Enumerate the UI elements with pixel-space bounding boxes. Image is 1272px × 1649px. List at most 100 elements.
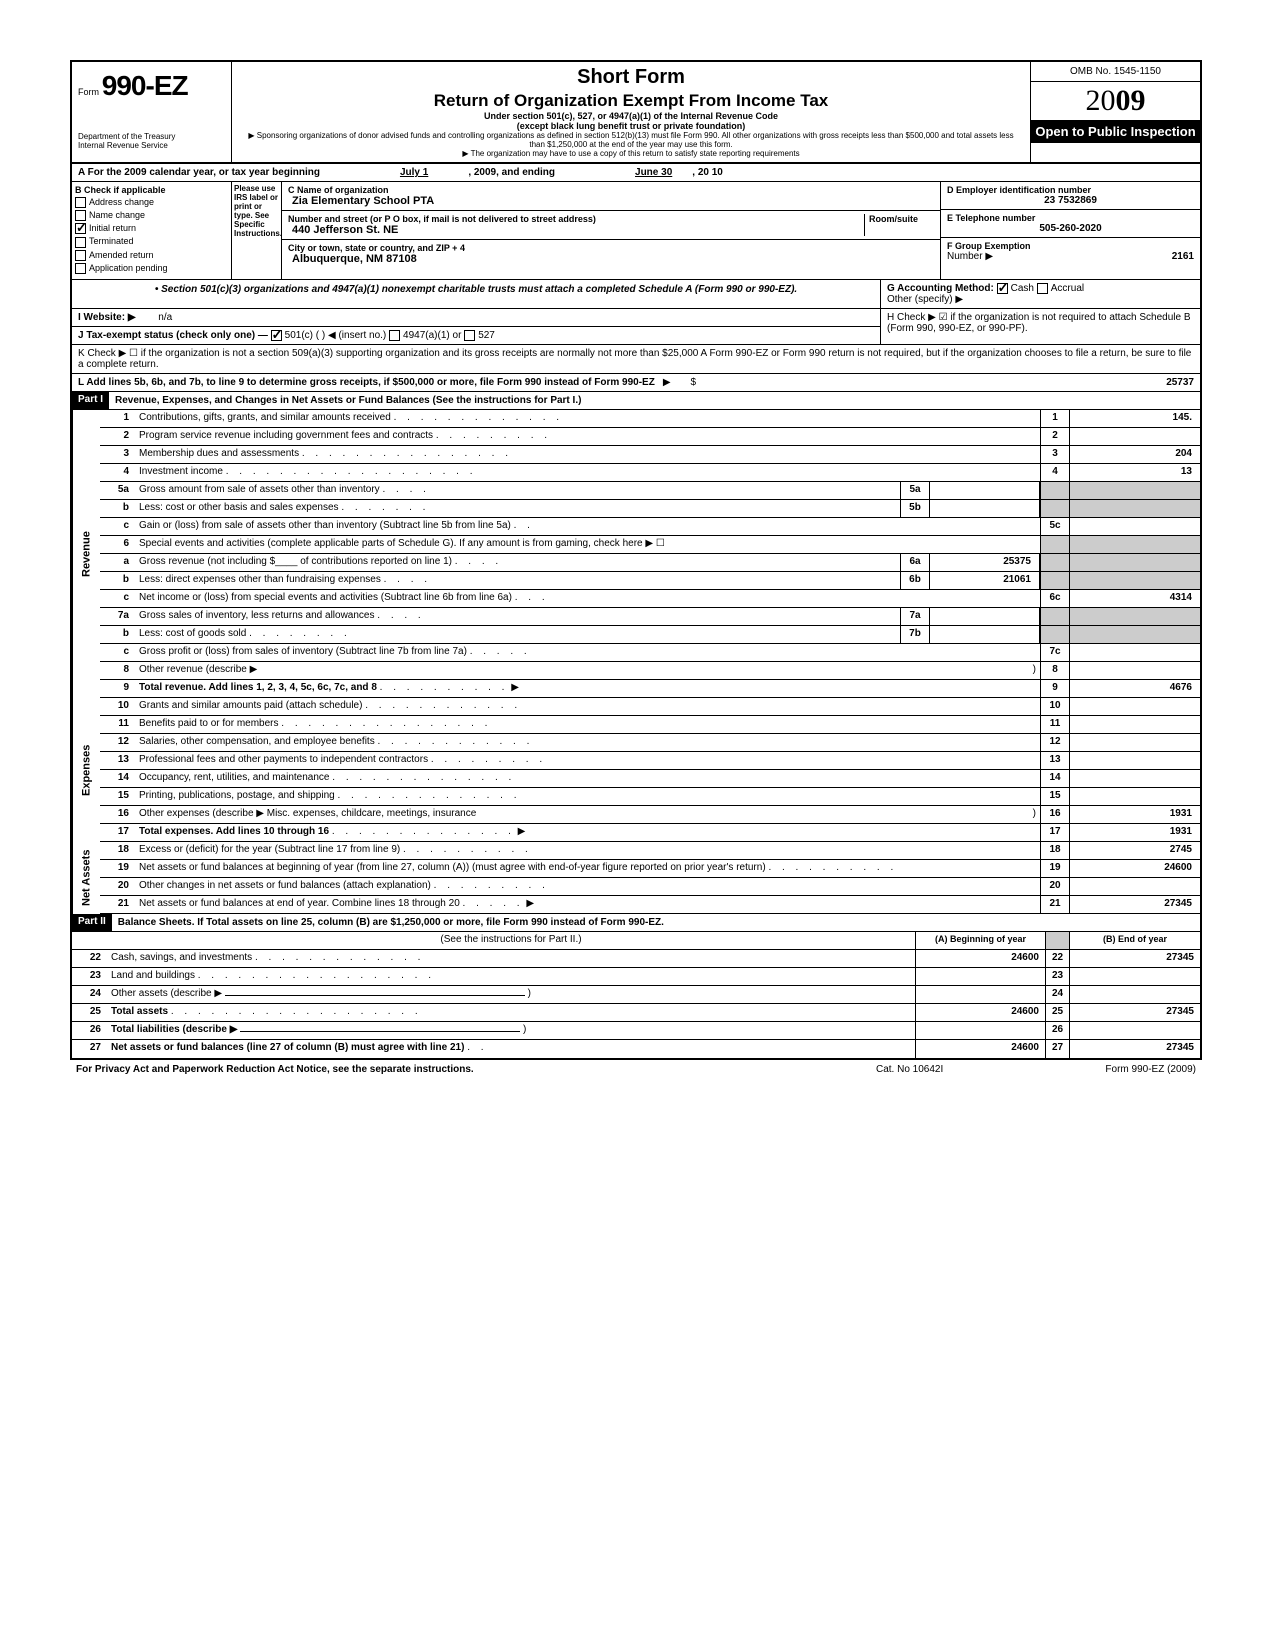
- footer: For Privacy Act and Paperwork Reduction …: [70, 1060, 1202, 1079]
- irs-box: Please use IRS label or print or type. S…: [232, 182, 282, 279]
- line-11: 11Benefits paid to or for members . . . …: [100, 716, 1200, 734]
- line-6c: cNet income or (loss) from special event…: [100, 590, 1200, 608]
- line-4: 4Investment income . . . . . . . . . . .…: [100, 464, 1200, 482]
- j-row: J Tax-exempt status (check only one) — 5…: [72, 326, 880, 344]
- year: 2009: [1031, 82, 1200, 120]
- line-21: 21Net assets or fund balances at end of …: [100, 896, 1200, 914]
- netassets-block: Net Assets 18Excess or (deficit) for the…: [72, 842, 1200, 914]
- l-value: 25737: [1166, 377, 1194, 388]
- line-16: 16Other expenses (describe ▶ Misc. expen…: [100, 806, 1200, 824]
- b-initial: Initial return: [75, 223, 228, 234]
- b-name: Name change: [75, 210, 228, 221]
- dept-text: Department of the Treasury Internal Reve…: [78, 132, 225, 150]
- checkbox-icon[interactable]: [464, 330, 475, 341]
- line-7b: bLess: cost of goods sold . . . . . . . …: [100, 626, 1200, 644]
- line-9: 9Total revenue. Add lines 1, 2, 3, 4, 5c…: [100, 680, 1200, 698]
- footer-mid: Cat. No 10642I: [876, 1064, 1026, 1075]
- checkbox-icon[interactable]: [75, 263, 86, 274]
- l-label: L Add lines 5b, 6b, and 7b, to line 9 to…: [78, 377, 655, 388]
- part1-title: Revenue, Expenses, and Changes in Net As…: [109, 392, 1200, 409]
- checkbox-icon[interactable]: [75, 237, 86, 248]
- k-row: K Check ▶ ☐ if the organization is not a…: [72, 345, 1200, 374]
- open-public: Open to Public Inspection: [1031, 120, 1200, 143]
- org-name: Zia Elementary School PTA: [292, 195, 934, 207]
- line-13: 13Professional fees and other payments t…: [100, 752, 1200, 770]
- part2-label: Part II: [72, 914, 112, 931]
- c-addr-row: Number and street (or P O box, if mail i…: [282, 211, 940, 240]
- line-6a: aGross revenue (not including $____ of c…: [100, 554, 1200, 572]
- l-row: L Add lines 5b, 6b, and 7b, to line 9 to…: [72, 374, 1200, 392]
- line-24: 24Other assets (describe ▶ )24: [72, 986, 1200, 1004]
- line-25: 25Total assets . . . . . . . . . . . . .…: [72, 1004, 1200, 1022]
- form-number: 990-EZ: [102, 70, 188, 101]
- line-15: 15Printing, publications, postage, and s…: [100, 788, 1200, 806]
- balance-header: (See the instructions for Part II.) (A) …: [72, 932, 1200, 950]
- line-5c: cGain or (loss) from sale of assets othe…: [100, 518, 1200, 536]
- netassets-lines: 18Excess or (deficit) for the year (Subt…: [100, 842, 1200, 914]
- line-23: 23Land and buildings . . . . . . . . . .…: [72, 968, 1200, 986]
- see-instructions: (See the instructions for Part II.): [107, 932, 915, 949]
- checkbox-icon[interactable]: [997, 283, 1008, 294]
- footer-left: For Privacy Act and Paperwork Reduction …: [76, 1064, 876, 1075]
- g-accrual: Accrual: [1051, 283, 1084, 294]
- line-22: 22Cash, savings, and investments . . . .…: [72, 950, 1200, 968]
- j-4947: 4947(a)(1) or: [403, 330, 461, 341]
- c-name-row: C Name of organization Zia Elementary Sc…: [282, 182, 940, 211]
- main-title: Return of Organization Exempt From Incom…: [240, 91, 1022, 111]
- l-dollar: $: [691, 377, 697, 388]
- header: Form 990-EZ Department of the Treasury I…: [72, 62, 1200, 164]
- ein: 23 7532869: [947, 195, 1194, 206]
- line-6b: bLess: direct expenses other than fundra…: [100, 572, 1200, 590]
- ijh-row: I Website: ▶ n/a J Tax-exempt status (ch…: [72, 309, 1200, 345]
- j-501: 501(c) (: [285, 330, 319, 341]
- sub4: ▶ The organization may have to use a cop…: [240, 149, 1022, 158]
- b-addr: Address change: [75, 197, 228, 208]
- e-label: E Telephone number: [947, 213, 1194, 223]
- checkbox-icon[interactable]: [271, 330, 282, 341]
- line-2: 2Program service revenue including gover…: [100, 428, 1200, 446]
- omb: OMB No. 1545-1150: [1031, 62, 1200, 82]
- line-8: 8Other revenue (describe ▶)8: [100, 662, 1200, 680]
- sub1: Under section 501(c), 527, or 4947(a)(1)…: [240, 111, 1022, 121]
- line-5a: 5aGross amount from sale of assets other…: [100, 482, 1200, 500]
- g-other: Other (specify) ▶: [887, 294, 1194, 305]
- checkbox-icon[interactable]: [389, 330, 400, 341]
- f-label: F Group Exemption: [947, 241, 1194, 251]
- revenue-block: Revenue 1Contributions, gifts, grants, a…: [72, 410, 1200, 698]
- netassets-label: Net Assets: [72, 842, 100, 914]
- revenue-lines: 1Contributions, gifts, grants, and simil…: [100, 410, 1200, 698]
- checkbox-icon[interactable]: [1037, 283, 1048, 294]
- part1-header: Part I Revenue, Expenses, and Changes in…: [72, 392, 1200, 410]
- line-27: 27Net assets or fund balances (line 27 o…: [72, 1040, 1200, 1058]
- sub3: ▶ Sponsoring organizations of donor advi…: [240, 131, 1022, 149]
- line-14: 14Occupancy, rent, utilities, and mainte…: [100, 770, 1200, 788]
- a-endyear: , 20 10: [692, 167, 723, 178]
- irs: Internal Revenue Service: [78, 141, 225, 150]
- a-end: June 30: [635, 167, 672, 178]
- checkbox-icon[interactable]: [75, 223, 86, 234]
- g-label: G Accounting Method:: [887, 283, 994, 294]
- dept: Department of the Treasury: [78, 132, 225, 141]
- b-title: B Check if applicable: [75, 185, 228, 195]
- f-value: 2161: [1172, 251, 1194, 262]
- col-b: B Check if applicable Address change Nam…: [72, 182, 232, 279]
- c-label: C Name of organization: [288, 185, 934, 195]
- checkbox-icon[interactable]: [75, 197, 86, 208]
- d-ein: D Employer identification number 23 7532…: [941, 182, 1200, 210]
- f-num-label: Number ▶: [947, 251, 993, 262]
- checkbox-icon[interactable]: [75, 250, 86, 261]
- header-center: Short Form Return of Organization Exempt…: [232, 62, 1030, 162]
- f-group: F Group Exemption Number ▶ 2161: [941, 238, 1200, 265]
- a-begin: July 1: [400, 167, 428, 178]
- form-container: Form 990-EZ Department of the Treasury I…: [70, 60, 1202, 1060]
- i-label: I Website: ▶: [78, 312, 136, 323]
- part1-label: Part I: [72, 392, 109, 409]
- addr-label: Number and street (or P O box, if mail i…: [288, 214, 864, 224]
- e-phone: E Telephone number 505-260-2020: [941, 210, 1200, 238]
- line-7c: cGross profit or (loss) from sales of in…: [100, 644, 1200, 662]
- g-cash: Cash: [1011, 283, 1034, 294]
- j-insert: ) ◀ (insert no.): [322, 330, 386, 341]
- col-c: C Name of organization Zia Elementary Sc…: [282, 182, 940, 279]
- c-city-row: City or town, state or country, and ZIP …: [282, 240, 940, 268]
- line-26: 26Total liabilities (describe ▶ )26: [72, 1022, 1200, 1040]
